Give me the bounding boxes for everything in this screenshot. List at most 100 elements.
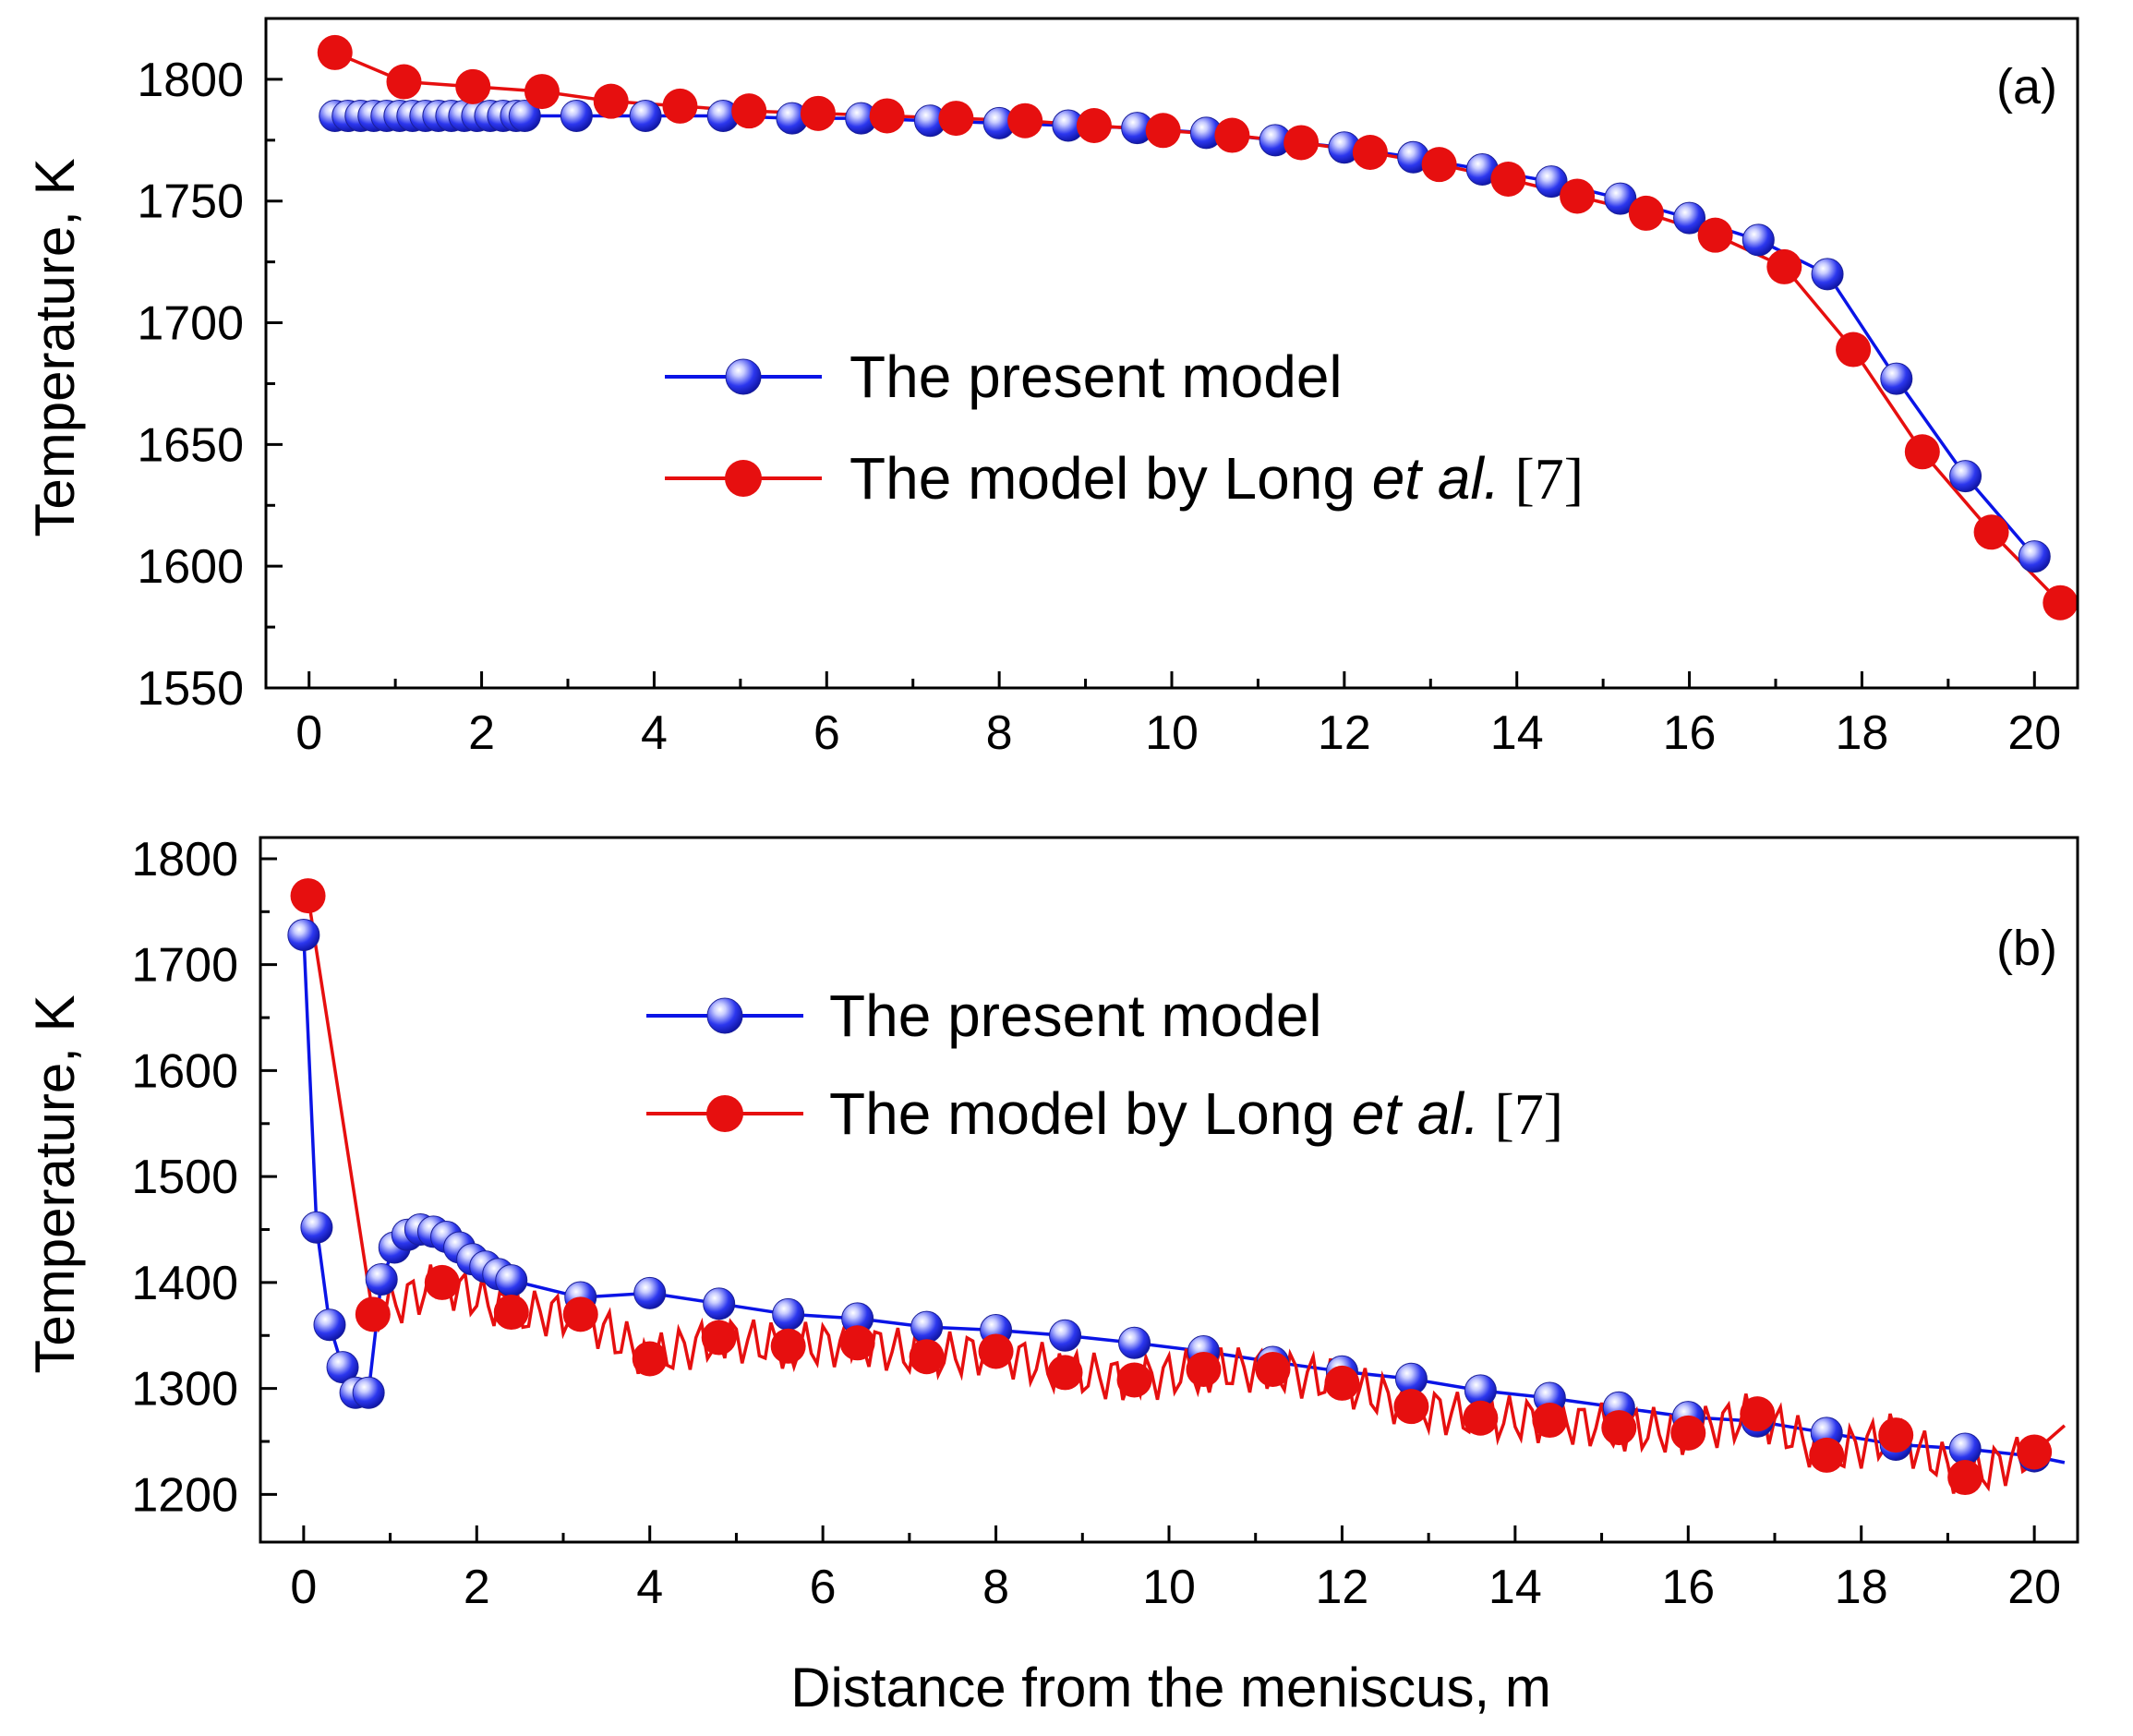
long-model-point (593, 83, 629, 119)
long-model-point (1532, 1403, 1568, 1439)
y-tick-label: 1200 (131, 1468, 238, 1522)
panel-a-tick-labels: 0 2 4 6 8 10 12 14 16 18 20 1550 1600 1650 1700 1750 180… (137, 54, 2061, 760)
x-tick-label: 0 (295, 706, 322, 760)
x-tick-label: 2 (468, 706, 495, 760)
x-tick-label: 6 (813, 706, 840, 760)
y-tick-label: 1600 (137, 540, 244, 594)
present-model-point (1949, 460, 1982, 493)
present-model-point (313, 1308, 346, 1342)
long-model-point (938, 101, 974, 137)
present-model-point (560, 99, 593, 132)
y-tick-label: 1500 (131, 1151, 238, 1204)
long-model-point (1560, 178, 1596, 214)
present-model-point (1948, 1432, 1982, 1465)
long-model-point (1670, 1415, 1706, 1451)
present-model-point (2018, 540, 2051, 573)
long-model-point (1393, 1389, 1429, 1425)
x-tick-label: 2 (464, 1561, 490, 1614)
long-model-point (2043, 585, 2079, 621)
long-model-point (455, 68, 491, 104)
long-model-point (978, 1333, 1014, 1369)
panel-b-legend: The present model The model by Long et a… (646, 983, 1563, 1147)
x-tick-label: 12 (1316, 1561, 1369, 1614)
present-model-point (910, 1310, 944, 1344)
present-model-point (772, 1297, 805, 1331)
present-model-point (1535, 165, 1568, 199)
long-model-point (424, 1264, 460, 1300)
panel-a-legend-long-ref: [7] (1500, 446, 1584, 512)
long-model-point (1145, 113, 1181, 149)
long-model-point (290, 878, 326, 914)
y-tick-label: 1550 (137, 662, 244, 716)
panel-a-legend-long-italic: et al. (1372, 445, 1500, 512)
present-model-point (352, 1376, 385, 1409)
long-model-point (317, 34, 353, 70)
long-model-point (1836, 332, 1872, 368)
x-tick-label: 16 (1661, 1561, 1715, 1614)
present-model-point (1049, 1319, 1082, 1352)
y-tick-label: 1800 (131, 833, 238, 886)
x-tick-label: 10 (1145, 706, 1199, 760)
panel-a-legend-present-label: The present model (850, 344, 1343, 410)
long-model-point (869, 98, 905, 134)
x-tick-label: 14 (1488, 1561, 1542, 1614)
long-model-point (1697, 217, 1733, 253)
panel-b-tick-labels: 0 2 4 6 8 10 12 14 16 18 20 1200 1300 1400 1500 1600 170… (131, 833, 2061, 1614)
long-model-point (1601, 1410, 1637, 1446)
panel-b-legend-long-label: The model by Long et al. [7] (829, 1080, 1563, 1147)
panel-b-plot-area (287, 878, 2067, 1496)
panel-b-legend-long-ref: [7] (1479, 1081, 1563, 1147)
x-tick-label: 6 (810, 1561, 837, 1614)
panel-a-ylabel: Temperature, K (24, 158, 86, 536)
long-model-point (632, 1341, 668, 1377)
long-model-point (1007, 102, 1043, 139)
y-tick-label: 1700 (137, 297, 244, 351)
y-tick-label: 1700 (131, 939, 238, 993)
y-tick-label: 1400 (131, 1257, 238, 1310)
long-model-point (1352, 135, 1388, 170)
long-model-point (1878, 1417, 1914, 1453)
long-model-point (909, 1339, 945, 1375)
long-model-point (1421, 147, 1457, 183)
present-model-point (1673, 201, 1706, 235)
long-model-point (1628, 195, 1664, 231)
long-model-point (839, 1325, 875, 1361)
present-model-point (1811, 258, 1844, 291)
long-model-point (701, 1320, 737, 1356)
panel-b-legend-present-marker (706, 997, 743, 1034)
long-model-point (1766, 248, 1802, 284)
panel-a-legend: The present model The model by Long et a… (665, 344, 1584, 512)
present-model-point (508, 99, 541, 132)
panel-b-frame (259, 836, 2079, 1544)
long-model-point (1947, 1460, 1983, 1496)
y-tick-label: 1800 (137, 54, 244, 107)
x-tick-label: 8 (986, 706, 1013, 760)
x-tick-label: 10 (1142, 1561, 1196, 1614)
panel-a-ticks (266, 78, 2036, 690)
x-tick-label: 4 (636, 1561, 663, 1614)
long-model-point (1809, 1437, 1845, 1473)
long-model-point (731, 93, 767, 129)
x-tick-label: 14 (1490, 706, 1544, 760)
present-model-point (365, 1262, 398, 1296)
long-model-point (1490, 162, 1526, 197)
present-model-point (1118, 1326, 1151, 1359)
long-model-point (1186, 1351, 1222, 1387)
long-model-point (1116, 1362, 1152, 1398)
present-model-point (495, 1264, 528, 1297)
panel-b-markers (287, 878, 2053, 1496)
y-tick-label: 1300 (131, 1363, 238, 1417)
panel-a: 0 2 4 6 8 10 12 14 16 18 20 1550 1600 1650 1700 1750 180… (24, 17, 2079, 760)
panel-b: 0 2 4 6 8 10 12 14 16 18 20 1200 1300 1400 1500 1600 170… (24, 833, 2079, 1614)
long-model-point (1076, 108, 1112, 143)
panel-b-ylabel: Temperature, K (24, 995, 86, 1373)
long-model-point (1324, 1365, 1360, 1401)
long-model-point (1214, 117, 1250, 153)
panel-b-legend-long-marker (706, 1095, 743, 1132)
long-model-point (1740, 1396, 1776, 1432)
long-model-point (524, 74, 560, 110)
y-tick-label: 1600 (131, 1044, 238, 1098)
panel-a-markers (317, 34, 2079, 621)
panel-a-legend-present-marker (725, 358, 762, 395)
